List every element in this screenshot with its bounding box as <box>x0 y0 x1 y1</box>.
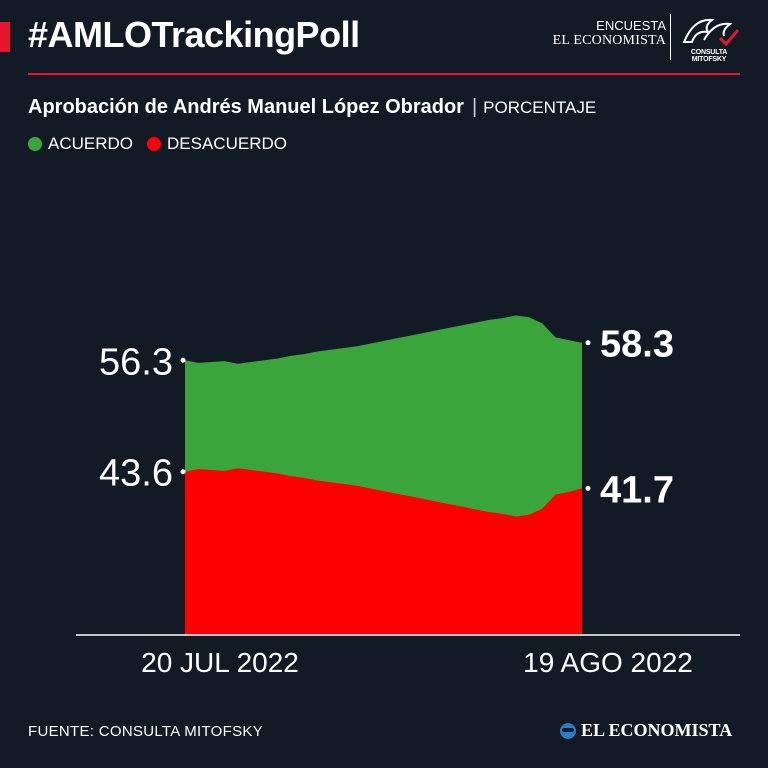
legend-dot-desacuerdo <box>147 137 162 151</box>
brand-line-1: ENCUESTA <box>596 18 666 33</box>
area-desacuerdo <box>185 468 582 635</box>
start-point-acuerdo <box>180 357 186 363</box>
mitofsky-logo-text: CONSULTA MITOFSKY <box>690 49 728 63</box>
x-tick-end: 19 AGO 2022 <box>523 647 693 678</box>
legend-item-desacuerdo: DESACUERDO <box>147 134 287 154</box>
brand-separator <box>670 14 671 60</box>
end-label-acuerdo: 58.3 <box>600 324 674 366</box>
start-point-desacuerdo <box>180 469 186 475</box>
hashtag-title: #AMLOTrackingPoll <box>28 14 360 55</box>
legend-label-desacuerdo: DESACUERDO <box>167 134 287 153</box>
header-rule <box>28 73 740 75</box>
legend-item-acuerdo: ACUERDO <box>28 134 133 154</box>
start-label-desacuerdo: 43.6 <box>99 453 173 495</box>
end-point-acuerdo <box>585 340 591 346</box>
header-accent-bar <box>0 22 10 52</box>
end-point-desacuerdo <box>585 485 591 491</box>
legend-dot-acuerdo <box>28 137 42 151</box>
chart-subtitle: Aprobación de Andrés Manuel López Obrado… <box>28 96 596 119</box>
brand-line-2: EL ECONOMISTA <box>552 33 666 48</box>
chart-title: Aprobación de Andrés Manuel López Obrado… <box>28 96 464 118</box>
legend-label-acuerdo: ACUERDO <box>48 134 134 153</box>
end-label-desacuerdo: 41.7 <box>600 469 674 511</box>
subtitle-separator: | <box>471 96 478 118</box>
mitofsky-logo: CONSULTA MITOFSKY <box>674 12 744 63</box>
x-tick-start: 20 JUL 2022 <box>141 647 299 678</box>
chart-unit: PORCENTAJE <box>483 98 597 117</box>
footer-brand: EL ECONOMISTA <box>560 720 732 741</box>
source-note: FUENTE: CONSULTA MITOFSKY <box>28 723 264 740</box>
start-label-acuerdo: 56.3 <box>99 341 173 383</box>
chart-legend: ACUERDO DESACUERDO <box>28 134 301 154</box>
brand-logo: ENCUESTA EL ECONOMISTA <box>548 18 666 48</box>
globe-icon <box>560 722 576 739</box>
mitofsky-emblem-icon <box>682 18 740 47</box>
footer-brand-text: EL ECONOMISTA <box>581 720 733 740</box>
